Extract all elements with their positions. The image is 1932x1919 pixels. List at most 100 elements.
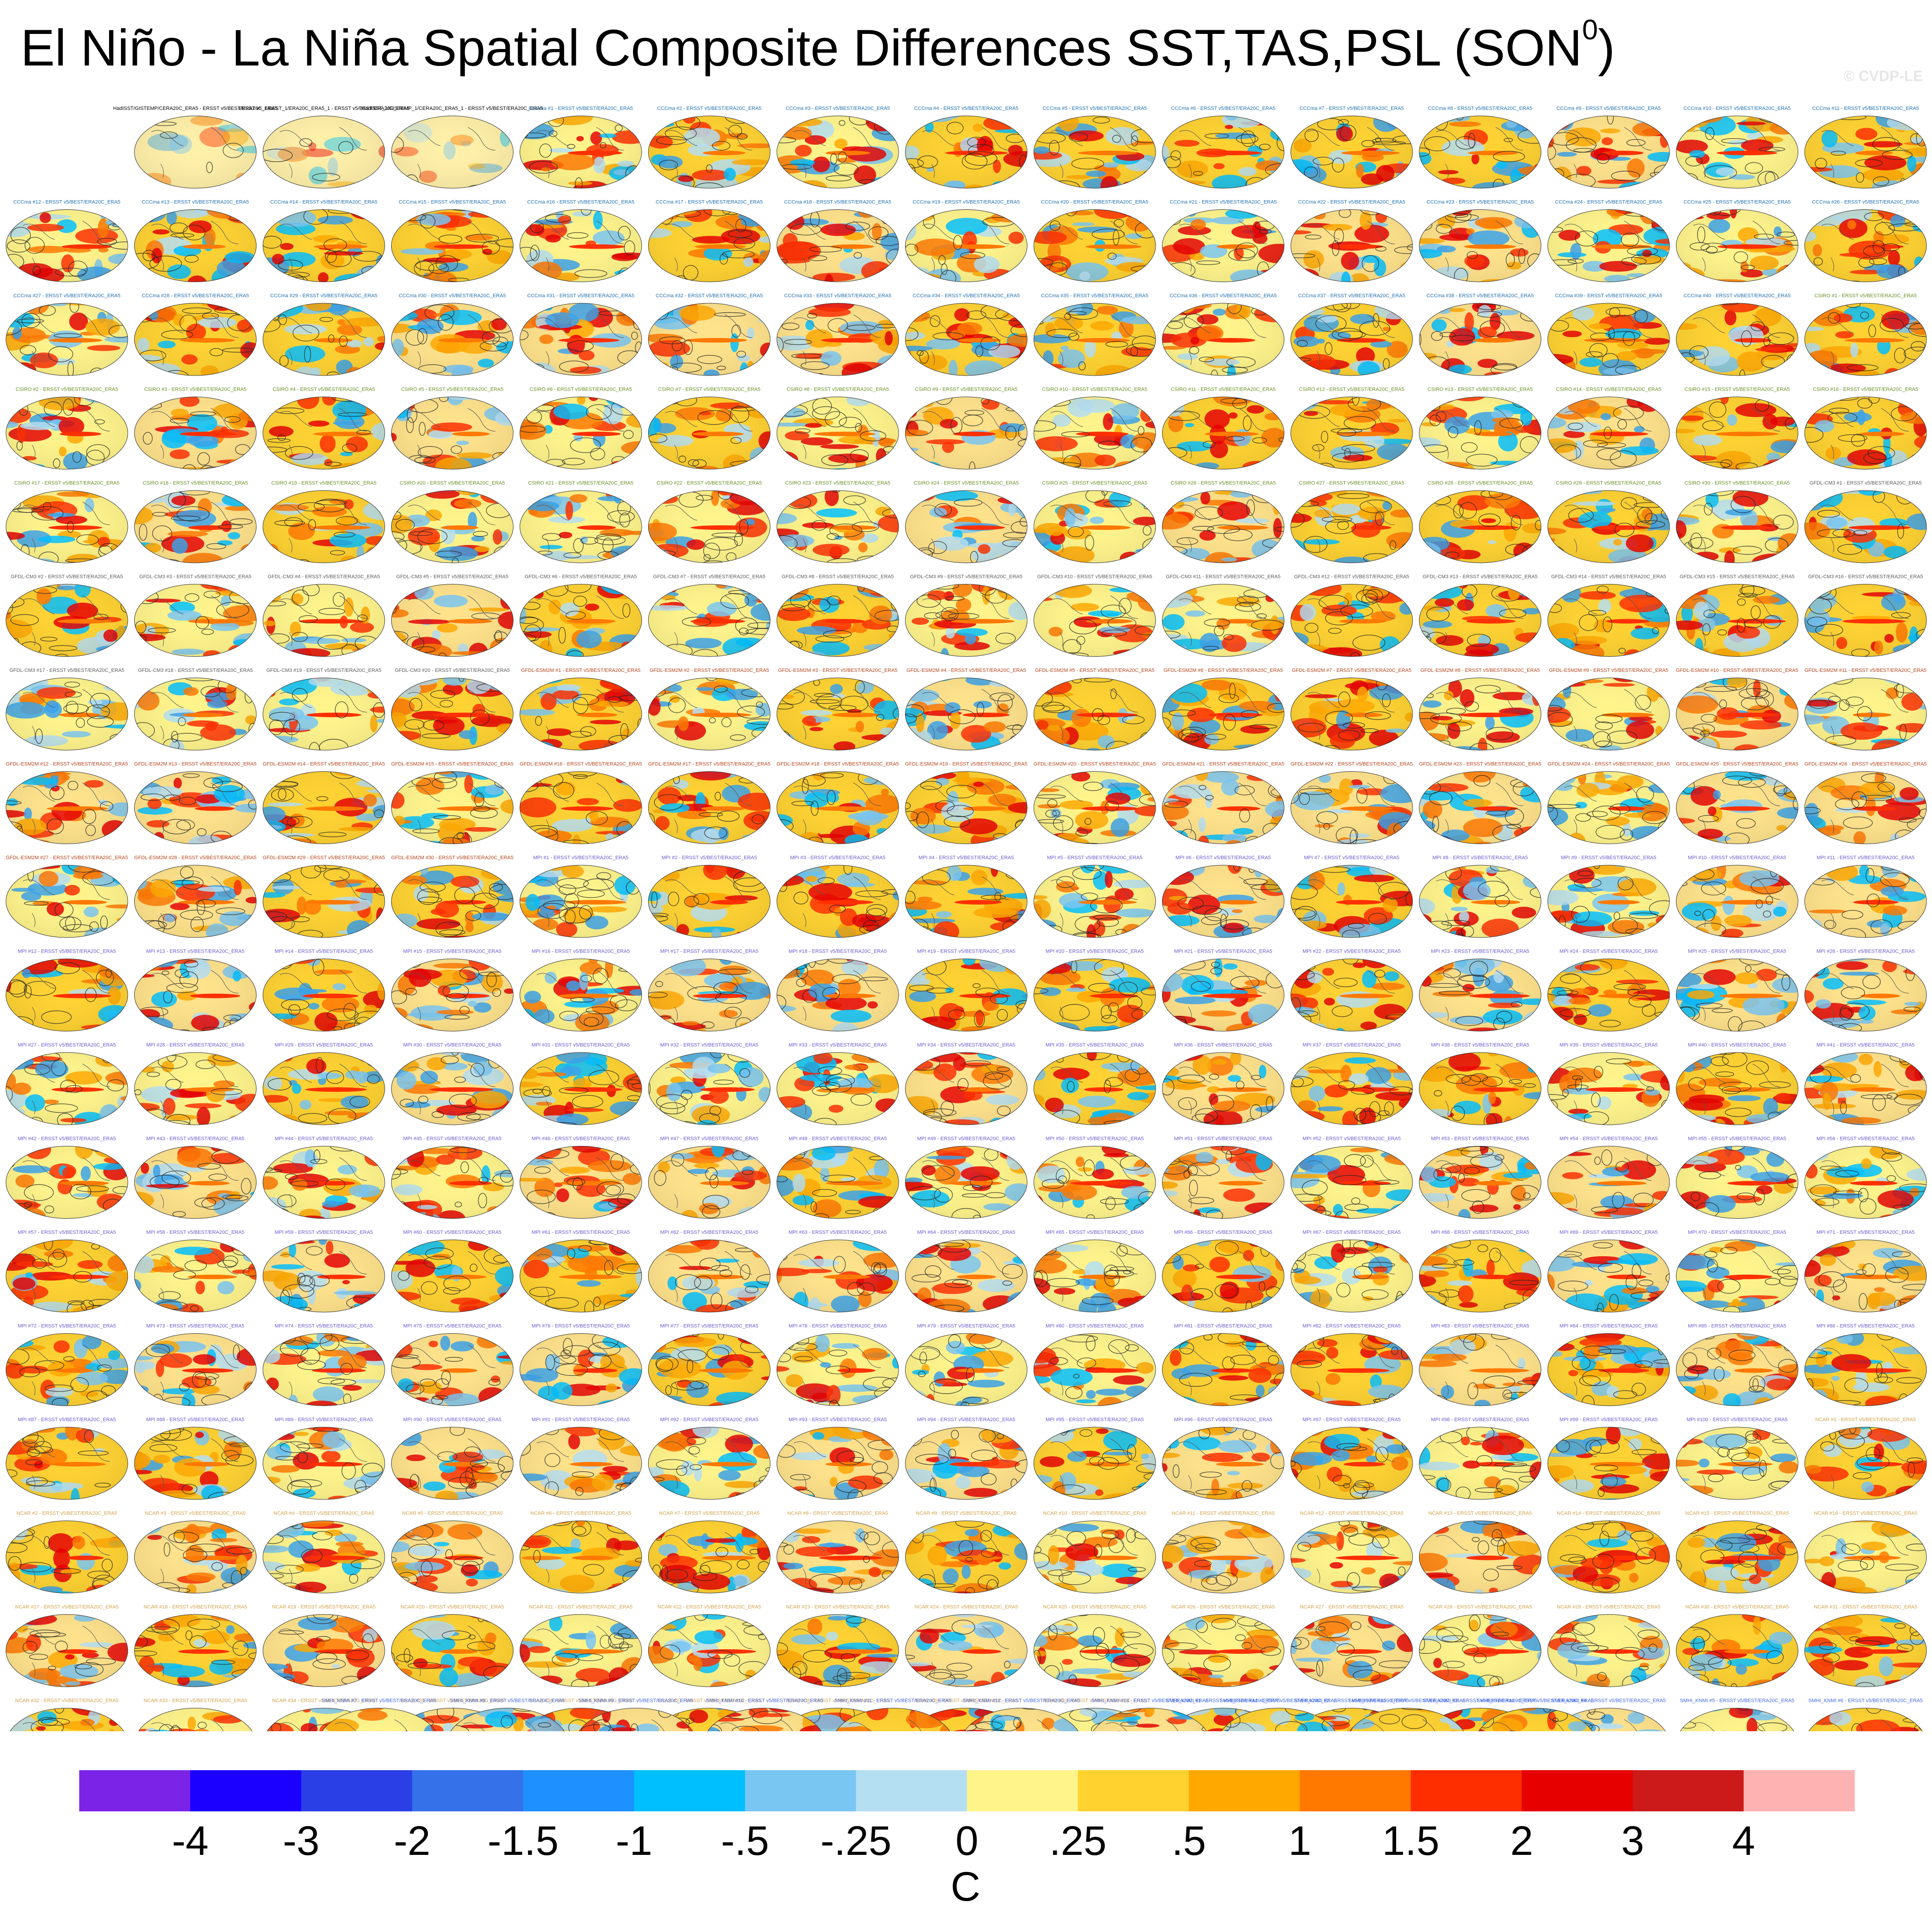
panel-label: MPI #10 - ERSST v5/BEST/ERA20C_ERA5 — [1688, 855, 1786, 861]
map-panel: NCAR #18 - ERSST v5/BEST/ERA20C_ERA5 — [134, 1604, 257, 1687]
colorbar-tick-label: 0 — [955, 1818, 978, 1864]
map-panel: MPI #87 - ERSST v5/BEST/ERA20C_ERA5 — [5, 1417, 128, 1500]
map-panel: NCAR #10 - ERSST v5/BEST/ERA20C_ERA5 — [1033, 1511, 1156, 1593]
panel-label: GFDL-CM3 #1 - ERSST v5/BEST/ERA20C_ERA5 — [1810, 480, 1922, 486]
map-panel: MPI #78 - ERSST v5/BEST/ERA20C_ERA5 — [776, 1324, 899, 1406]
panel-label: GFDL-CM3 #5 - ERSST v5/BEST/ERA20C_ERA5 — [396, 574, 508, 580]
chart-title: El Niño - La Niña Spatial Composite Diff… — [21, 14, 1615, 77]
map-panel: CSIRO #14 - ERSST v5/BEST/ERA20C_ERA5 — [1547, 387, 1670, 469]
panel-label: GFDL-CM3 #8 - ERSST v5/BEST/ERA20C_ERA5 — [782, 574, 894, 580]
panel-label: CCCma #16 - ERSST v5/BEST/ERA20C_ERA5 — [527, 200, 634, 205]
panel-label: HadISST_1/GISTEMP_1/CERA20C_ERA5_1 - ERS… — [362, 106, 543, 111]
map-panel: MPI #74 - ERSST v5/BEST/ERA20C_ERA5 — [262, 1324, 385, 1406]
colorbar-tick-label: 1 — [1288, 1818, 1311, 1864]
map-panel: SMHI_KNMI #5 - ERSST v5/BEST/ERA20C_ERA5 — [1676, 1698, 1798, 1731]
panel-label: CCCma #17 - ERSST v5/BEST/ERA20C_ERA5 — [656, 200, 763, 205]
map-panel: ERSST v5_1/BEST_1/ERA20C_ERA5_1 - ERSST … — [238, 106, 409, 189]
map-panel: MPI #72 - ERSST v5/BEST/ERA20C_ERA5 — [5, 1324, 128, 1406]
map-panel: MPI #61 - ERSST v5/BEST/ERA20C_ERA5 — [519, 1230, 642, 1313]
panel-label: GFDL-CM3 #3 - ERSST v5/BEST/ERA20C_ERA5 — [139, 574, 251, 580]
map-panel: MPI #3 - ERSST v5/BEST/ERA20C_ERA5 — [776, 855, 899, 938]
map-panel: MPI #18 - ERSST v5/BEST/ERA20C_ERA5 — [776, 949, 899, 1031]
map-panel: MPI #62 - ERSST v5/BEST/ERA20C_ERA5 — [648, 1230, 770, 1313]
panel-label: NCAR #23 - ERSST v5/BEST/ERA20C_ERA5 — [786, 1604, 890, 1610]
map-panel: CCCma #39 - ERSST v5/BEST/ERA20C_ERA5 — [1547, 293, 1670, 376]
map-panel: CSIRO #8 - ERSST v5/BEST/ERA20C_ERA5 — [776, 387, 899, 469]
panel-label: MPI #19 - ERSST v5/BEST/ERA20C_ERA5 — [917, 949, 1015, 954]
map-panel: MPI #27 - ERSST v5/BEST/ERA20C_ERA5 — [5, 1042, 128, 1125]
panel-label: MPI #6 - ERSST v5/BEST/ERA20C_ERA5 — [1175, 855, 1271, 861]
colorbar: -4 -3 -2 -1.5 -1 -.5 -.25 0 .25 .5 1 1.5 2 3 4 C — [79, 1770, 1855, 1910]
map-panel: CSIRO #16 - ERSST v5/BEST/ERA20C_ERA5 — [1804, 387, 1927, 469]
panel-label: CCCma #28 - ERSST v5/BEST/ERA20C_ERA5 — [142, 293, 249, 299]
panel-label: MPI #70 - ERSST v5/BEST/ERA20C_ERA5 — [1688, 1230, 1786, 1235]
map-panel: CCCma #6 - ERSST v5/BEST/ERA20C_ERA5 — [1162, 106, 1284, 189]
panel-label: MPI #41 - ERSST v5/BEST/ERA20C_ERA5 — [1817, 1042, 1915, 1048]
map-panel: MPI #95 - ERSST v5/BEST/ERA20C_ERA5 — [1033, 1417, 1156, 1500]
map-panel: CSIRO #15 - ERSST v5/BEST/ERA20C_ERA5 — [1676, 387, 1798, 469]
panel-label: MPI #45 - ERSST v5/BEST/ERA20C_ERA5 — [403, 1136, 501, 1142]
map-panel: CSIRO #24 - ERSST v5/BEST/ERA20C_ERA5 — [905, 480, 1027, 563]
panel-label: MPI #47 - ERSST v5/BEST/ERA20C_ERA5 — [660, 1136, 758, 1142]
panel-label: MPI #43 - ERSST v5/BEST/ERA20C_ERA5 — [146, 1136, 244, 1142]
map-panel: MPI #38 - ERSST v5/BEST/ERA20C_ERA5 — [1419, 1042, 1541, 1125]
map-panel: CCCma #16 - ERSST v5/BEST/ERA20C_ERA5 — [519, 200, 642, 282]
panel-label: MPI #77 - ERSST v5/BEST/ERA20C_ERA5 — [660, 1324, 758, 1329]
map-panel: GFDL-CM3 #18 - ERSST v5/BEST/ERA20C_ERA5 — [134, 668, 257, 751]
panel-label: GFDL-ESM2M #12 - ERSST v5/BEST/ERA20C_ER… — [6, 762, 128, 767]
map-panel: MPI #99 - ERSST v5/BEST/ERA20C_ERA5 — [1547, 1417, 1670, 1500]
map-panel: GFDL-CM3 #3 - ERSST v5/BEST/ERA20C_ERA5 — [134, 574, 257, 657]
map-panel: CCCma #33 - ERSST v5/BEST/ERA20C_ERA5 — [776, 293, 899, 376]
map-panel: MPI #98 - ERSST v5/BEST/ERA20C_ERA5 — [1419, 1417, 1541, 1500]
panel-label: MPI #25 - ERSST v5/BEST/ERA20C_ERA5 — [1688, 949, 1786, 954]
panel-label: SMHI_KNMI #10 - ERSST v5/BEST/ERA20C_ERA… — [706, 1698, 823, 1704]
panel-label: GFDL-ESM2M #28 - ERSST v5/BEST/ERA20C_ER… — [134, 855, 257, 861]
panel-label: CSIRO #10 - ERSST v5/BEST/ERA20C_ERA5 — [1042, 387, 1147, 393]
panel-label: GFDL-ESM2M #14 - ERSST v5/BEST/ERA20C_ER… — [263, 762, 385, 767]
panel-grid: HadISST/GISTEMP/CERA20C_ERA5 - ERSST v5/… — [5, 106, 1927, 1731]
panel-label: CSIRO #13 - ERSST v5/BEST/ERA20C_ERA5 — [1428, 387, 1533, 393]
map-panel: CCCma #23 - ERSST v5/BEST/ERA20C_ERA5 — [1419, 200, 1541, 282]
panel-label: CCCma #6 - ERSST v5/BEST/ERA20C_ERA5 — [1171, 106, 1276, 111]
map-panel: CCCma #9 - ERSST v5/BEST/ERA20C_ERA5 — [1547, 106, 1670, 189]
colorbar-box-15 — [1743, 1770, 1855, 1811]
panel-label: CCCma #19 - ERSST v5/BEST/ERA20C_ERA5 — [913, 200, 1020, 205]
panel-label: NCAR #11 - ERSST v5/BEST/ERA20C_ERA5 — [1172, 1511, 1275, 1516]
panel-label: MPI #79 - ERSST v5/BEST/ERA20C_ERA5 — [917, 1324, 1015, 1329]
map-panel: MPI #100 - ERSST v5/BEST/ERA20C_ERA5 — [1676, 1417, 1798, 1500]
panel-label: GFDL-ESM2M #4 - ERSST v5/BEST/ERA20C_ERA… — [906, 668, 1026, 673]
panel-label: MPI #35 - ERSST v5/BEST/ERA20C_ERA5 — [1046, 1042, 1144, 1048]
map-panel: MPI #13 - ERSST v5/BEST/ERA20C_ERA5 — [134, 949, 257, 1031]
map-panel: MPI #40 - ERSST v5/BEST/ERA20C_ERA5 — [1676, 1042, 1798, 1125]
map-panel: NCAR #24 - ERSST v5/BEST/ERA20C_ERA5 — [905, 1604, 1027, 1687]
map-panel: MPI #50 - ERSST v5/BEST/ERA20C_ERA5 — [1033, 1136, 1156, 1219]
panel-label: GFDL-ESM2M #6 - ERSST v5/BEST/ERA20C_ERA… — [1163, 668, 1283, 673]
map-panel: MPI #42 - ERSST v5/BEST/ERA20C_ERA5 — [5, 1136, 128, 1219]
panel-label: MPI #98 - ERSST v5/BEST/ERA20C_ERA5 — [1431, 1417, 1529, 1423]
map-panel: GFDL-CM3 #20 - ERSST v5/BEST/ERA20C_ERA5 — [391, 668, 513, 751]
colorbar-tick-label: 4 — [1732, 1818, 1755, 1864]
map-panel: CSIRO #29 - ERSST v5/BEST/ERA20C_ERA5 — [1547, 480, 1670, 563]
panel-label: GFDL-ESM2M #8 - ERSST v5/BEST/ERA20C_ERA… — [1420, 668, 1540, 673]
map-panel: GFDL-ESM2M #15 - ERSST v5/BEST/ERA20C_ER… — [391, 762, 513, 844]
panel-label: NCAR #34 - ERSST v5/BEST/ERA20C_ERA5 — [272, 1698, 376, 1704]
panel-label: GFDL-ESM2M #27 - ERSST v5/BEST/ERA20C_ER… — [6, 855, 128, 861]
map-panel: NCAR #9 - ERSST v5/BEST/ERA20C_ERA5 — [905, 1511, 1027, 1593]
map-panel: MPI #64 - ERSST v5/BEST/ERA20C_ERA5 — [905, 1230, 1027, 1313]
map-panel: MPI #88 - ERSST v5/BEST/ERA20C_ERA5 — [134, 1417, 257, 1500]
panel-label: GFDL-ESM2M #24 - ERSST v5/BEST/ERA20C_ER… — [1548, 762, 1670, 767]
map-panel: MPI #90 - ERSST v5/BEST/ERA20C_ERA5 — [391, 1417, 513, 1500]
panel-label: CSIRO #6 - ERSST v5/BEST/ERA20C_ERA5 — [529, 387, 632, 393]
panel-label: SMHI_KNMI #12 - ERSST v5/BEST/ERA20C_ERA… — [963, 1698, 1080, 1704]
map-panel: CCCma #40 - ERSST v5/BEST/ERA20C_ERA5 — [1676, 293, 1798, 376]
panel-label: GFDL-CM3 #12 - ERSST v5/BEST/ERA20C_ERA5 — [1294, 574, 1409, 580]
colorbar-box-2 — [301, 1770, 413, 1811]
map-panel: GFDL-CM3 #13 - ERSST v5/BEST/ERA20C_ERA5 — [1419, 574, 1541, 657]
map-panel: MPI #53 - ERSST v5/BEST/ERA20C_ERA5 — [1419, 1136, 1541, 1219]
panel-label: MPI #55 - ERSST v5/BEST/ERA20C_ERA5 — [1688, 1136, 1786, 1142]
panel-label: MPI #97 - ERSST v5/BEST/ERA20C_ERA5 — [1303, 1417, 1401, 1423]
map-panel: MPI #32 - ERSST v5/BEST/ERA20C_ERA5 — [648, 1042, 770, 1125]
panel-label: MPI #30 - ERSST v5/BEST/ERA20C_ERA5 — [403, 1042, 501, 1048]
panel-label: CSIRO #21 - ERSST v5/BEST/ERA20C_ERA5 — [528, 480, 633, 486]
panel-label: MPI #100 - ERSST v5/BEST/ERA20C_ERA5 — [1686, 1417, 1788, 1423]
